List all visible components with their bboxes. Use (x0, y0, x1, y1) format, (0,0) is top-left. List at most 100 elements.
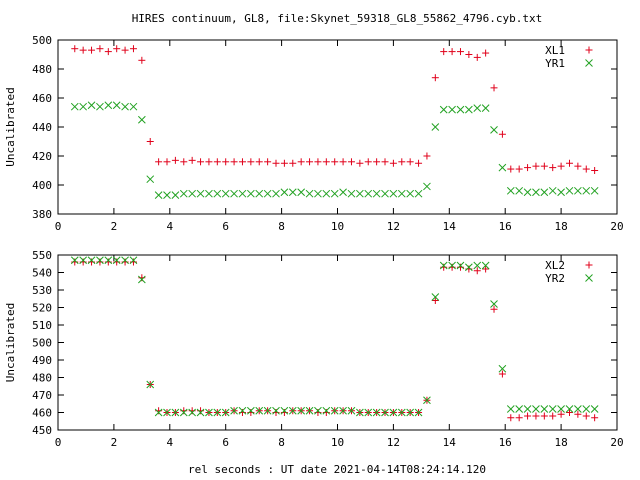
data-point (540, 162, 548, 170)
data-point (557, 410, 565, 418)
data-point (247, 158, 255, 166)
data-point (440, 48, 448, 56)
top-plot-panel: 0 2 4 6 8 10 12 14 16 18 20 380 400 420 440 460 480 500 Un… (4, 34, 624, 233)
y-tick-label: 500 (32, 34, 52, 47)
data-point (288, 406, 297, 415)
data-point (104, 256, 113, 265)
data-point (515, 405, 524, 413)
x-tick-label: 20 (610, 220, 623, 233)
data-point (506, 186, 515, 195)
data-point (255, 406, 264, 415)
data-point (548, 405, 557, 413)
data-point (389, 408, 398, 417)
data-point (247, 189, 255, 198)
data-point (465, 263, 473, 272)
data-point (314, 189, 322, 198)
data-point (565, 186, 574, 195)
data-point (339, 406, 347, 415)
data-point (423, 152, 431, 160)
data-point (70, 102, 79, 111)
data-point (582, 186, 591, 195)
legend-marker (585, 274, 593, 282)
data-point (146, 380, 155, 389)
data-point (372, 408, 381, 417)
data-point (297, 158, 305, 166)
data-point (213, 158, 221, 166)
legend-marker (585, 261, 593, 269)
data-point (439, 105, 448, 114)
data-point (347, 158, 355, 166)
data-point (372, 189, 381, 198)
data-point (339, 188, 347, 197)
data-point (288, 188, 297, 197)
data-point (146, 138, 154, 145)
x-tick-label: 14 (443, 436, 457, 449)
data-point (230, 158, 238, 166)
data-point (415, 159, 423, 167)
data-point (112, 101, 121, 110)
data-point (238, 406, 247, 415)
data-point (255, 189, 264, 198)
data-point (523, 405, 532, 413)
x-tick-label: 10 (331, 220, 344, 233)
data-point (171, 156, 179, 164)
data-point (196, 189, 205, 198)
data-point (565, 405, 574, 413)
data-point (96, 256, 104, 265)
chart-title: HIRES continuum, GL8, file:Skynet_59318_… (132, 12, 543, 25)
data-point (205, 189, 213, 198)
data-point (574, 162, 582, 170)
data-point (532, 188, 540, 197)
data-point (590, 405, 599, 413)
data-point (137, 275, 146, 284)
data-point (280, 159, 288, 167)
data-point (431, 293, 440, 301)
data-point (397, 408, 406, 417)
data-point (448, 105, 456, 114)
data-point (213, 408, 222, 417)
data-point (498, 130, 506, 138)
data-point (137, 115, 146, 124)
data-point (322, 189, 331, 198)
data-point (490, 300, 498, 308)
data-point (515, 186, 524, 195)
x-tick-label: 8 (278, 220, 285, 233)
data-point (347, 189, 356, 198)
y-tick-label: 450 (32, 424, 52, 437)
data-point (565, 409, 573, 416)
data-point (414, 408, 423, 417)
data-point (373, 158, 381, 166)
data-point (507, 165, 515, 173)
data-point (364, 189, 373, 198)
data-point (347, 406, 356, 415)
data-point (582, 412, 590, 420)
data-point (272, 159, 280, 167)
data-point (87, 256, 96, 265)
series-yr1 (70, 101, 599, 200)
data-point (171, 408, 180, 417)
data-point (104, 48, 112, 56)
x-tick-label: 2 (111, 436, 118, 449)
data-point (431, 123, 440, 131)
data-point (490, 305, 498, 313)
data-point (515, 165, 523, 173)
data-point (188, 156, 196, 164)
data-point (523, 188, 532, 197)
data-point (532, 162, 540, 170)
data-point (280, 406, 289, 415)
data-point (381, 408, 389, 417)
data-point (540, 188, 549, 197)
data-point (398, 158, 406, 166)
data-point (406, 408, 415, 417)
data-point (397, 189, 406, 198)
data-point (263, 189, 272, 198)
data-point (221, 408, 230, 417)
data-point (238, 158, 246, 166)
data-point (498, 370, 506, 378)
data-point (389, 159, 397, 167)
data-point (381, 158, 389, 166)
y-tick-label: 460 (32, 407, 52, 420)
data-point (314, 406, 322, 415)
data-point (507, 414, 515, 422)
y-tick-label: 420 (32, 150, 52, 163)
